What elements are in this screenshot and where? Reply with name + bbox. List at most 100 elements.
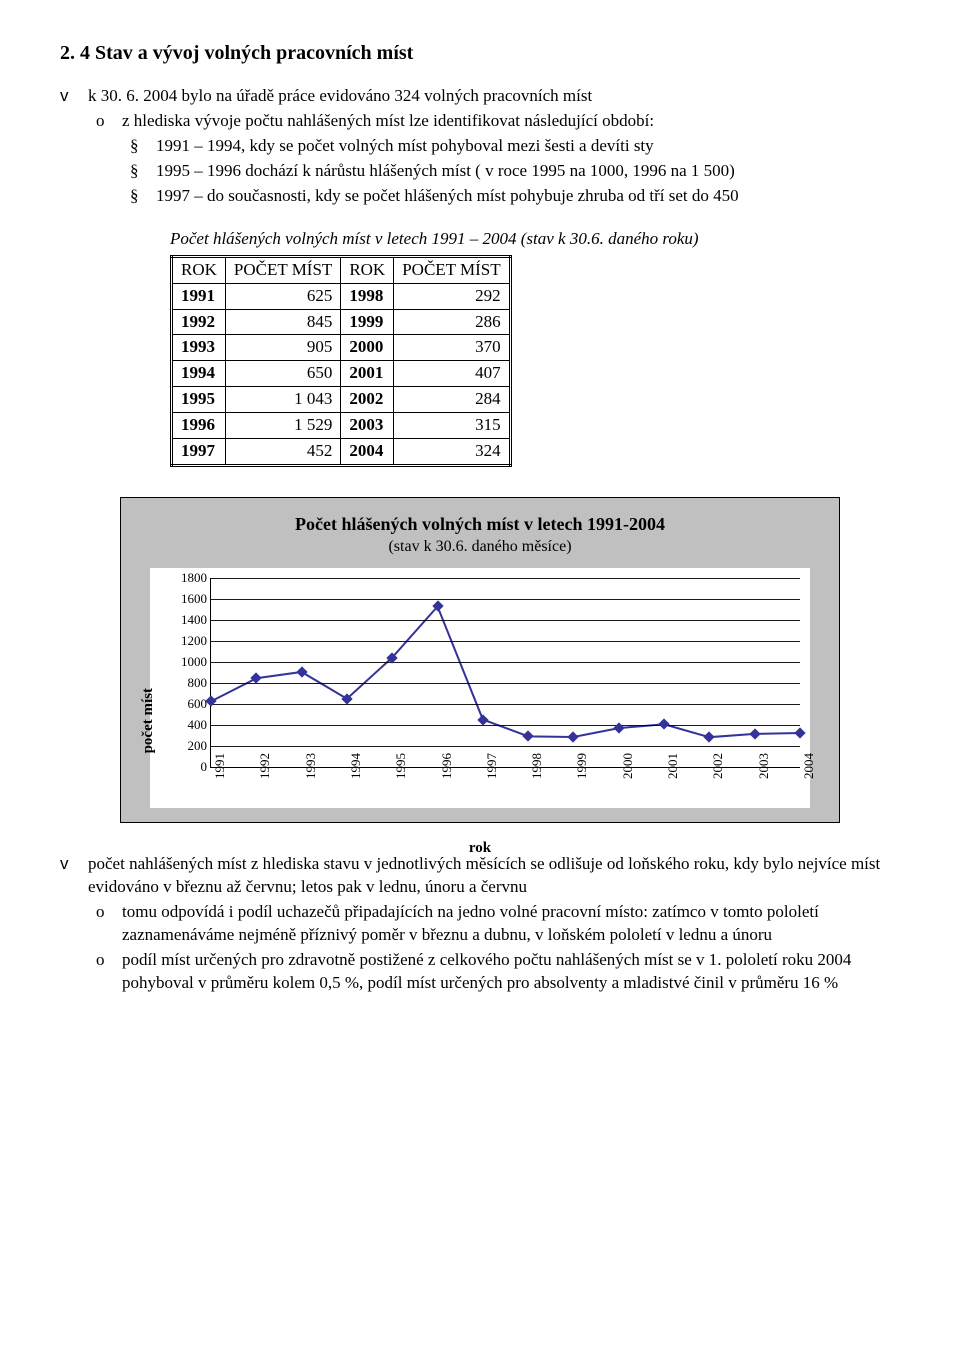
col-pocet: POČET MÍST <box>225 256 340 283</box>
y-tick-label: 1400 <box>165 611 207 629</box>
x-tick-label: 1992 <box>256 753 274 779</box>
bullet-marker-v: v <box>60 853 88 899</box>
x-tick-label: 2001 <box>664 753 682 779</box>
cell-year: 2003 <box>341 413 394 439</box>
bullet-marker-o: o <box>96 901 122 947</box>
bullet-v: v k 30. 6. 2004 bylo na úřadě práce evid… <box>60 85 900 108</box>
bullet-o: o podíl míst určených pro zdravotně post… <box>96 949 900 995</box>
col-rok: ROK <box>172 256 226 283</box>
y-tick-label: 200 <box>165 737 207 755</box>
table-row: 19939052000370 <box>172 335 511 361</box>
bullet-s: § 1997 – do současnosti, kdy se počet hl… <box>130 185 900 208</box>
y-tick-label: 0 <box>165 758 207 776</box>
cell-value: 845 <box>225 309 340 335</box>
bullet-v: v počet nahlášených míst z hlediska stav… <box>60 853 900 899</box>
cell-value: 452 <box>225 439 340 466</box>
table-row: 19928451999286 <box>172 309 511 335</box>
chart-title: Počet hlášených volných míst v letech 19… <box>141 512 819 536</box>
cell-year: 1999 <box>341 309 394 335</box>
gridline <box>211 620 800 621</box>
cell-value: 292 <box>394 283 510 309</box>
cell-year: 1992 <box>172 309 226 335</box>
gridline <box>211 683 800 684</box>
bullet-text: tomu odpovídá i podíl uchazečů připadají… <box>122 901 900 947</box>
bullet-text: z hlediska vývoje počtu nahlášených míst… <box>122 110 900 133</box>
x-tick-label: 2003 <box>755 753 773 779</box>
cell-value: 650 <box>225 361 340 387</box>
cell-value: 407 <box>394 361 510 387</box>
y-tick-label: 1200 <box>165 632 207 650</box>
cell-value: 370 <box>394 335 510 361</box>
bullet-text: podíl míst určených pro zdravotně postiž… <box>122 949 900 995</box>
cell-value: 1 529 <box>225 413 340 439</box>
cell-year: 1995 <box>172 387 226 413</box>
cell-value: 315 <box>394 413 510 439</box>
cell-value: 286 <box>394 309 510 335</box>
x-tick-label: 1998 <box>528 753 546 779</box>
cell-year: 1996 <box>172 413 226 439</box>
table-row: 19916251998292 <box>172 283 511 309</box>
y-tick-label: 1600 <box>165 590 207 608</box>
cell-year: 1998 <box>341 283 394 309</box>
gridline <box>211 746 800 747</box>
chart-container: Počet hlášených volných míst v letech 19… <box>120 497 840 823</box>
x-tick-label: 1996 <box>438 753 456 779</box>
table-row: 19951 0432002284 <box>172 387 511 413</box>
table-row: 19961 5292003315 <box>172 413 511 439</box>
bullet-s: § 1991 – 1994, kdy se počet volných míst… <box>130 135 900 158</box>
bullet-o: o z hlediska vývoje počtu nahlášených mí… <box>96 110 900 133</box>
data-table: ROK POČET MÍST ROK POČET MÍST 1991625199… <box>170 255 512 468</box>
bullet-text: 1997 – do současnosti, kdy se počet hláš… <box>156 185 900 208</box>
y-tick-label: 800 <box>165 674 207 692</box>
table-header-row: ROK POČET MÍST ROK POČET MÍST <box>172 256 511 283</box>
bullet-marker-o: o <box>96 949 122 995</box>
table-row: 19946502001407 <box>172 361 511 387</box>
bullet-marker-s: § <box>130 160 156 183</box>
x-tick-label: 2002 <box>709 753 727 779</box>
x-tick-label: 1997 <box>483 753 501 779</box>
cell-year: 2000 <box>341 335 394 361</box>
cell-year: 2004 <box>341 439 394 466</box>
cell-year: 2001 <box>341 361 394 387</box>
chart-canvas: počet míst 02004006008001000120014001600… <box>150 568 810 808</box>
cell-value: 625 <box>225 283 340 309</box>
section-heading: 2. 4 Stav a vývoj volných pracovních mís… <box>60 40 900 67</box>
x-tick-label: 1993 <box>302 753 320 779</box>
gridline <box>211 662 800 663</box>
cell-year: 2002 <box>341 387 394 413</box>
cell-year: 1991 <box>172 283 226 309</box>
bullet-marker-s: § <box>130 185 156 208</box>
cell-year: 1997 <box>172 439 226 466</box>
cell-value: 284 <box>394 387 510 413</box>
x-tick-label: 1991 <box>211 753 229 779</box>
x-tick-label: 2000 <box>619 753 637 779</box>
bullet-text: k 30. 6. 2004 bylo na úřadě práce evidov… <box>88 85 900 108</box>
gridline <box>211 578 800 579</box>
bullet-marker-o: o <box>96 110 122 133</box>
cell-value: 905 <box>225 335 340 361</box>
y-tick-label: 1800 <box>165 569 207 587</box>
cell-value: 324 <box>394 439 510 466</box>
gridline <box>211 599 800 600</box>
cell-year: 1994 <box>172 361 226 387</box>
cell-value: 1 043 <box>225 387 340 413</box>
table-row: 19974522004324 <box>172 439 511 466</box>
plot-area: 0200400600800100012001400160018001991199… <box>210 578 800 768</box>
y-tick-label: 400 <box>165 716 207 734</box>
y-tick-label: 600 <box>165 695 207 713</box>
col-pocet: POČET MÍST <box>394 256 510 283</box>
x-tick-label: 1995 <box>392 753 410 779</box>
cell-year: 1993 <box>172 335 226 361</box>
x-tick-label: 1994 <box>347 753 365 779</box>
gridline <box>211 725 800 726</box>
gridline <box>211 641 800 642</box>
bullet-marker-s: § <box>130 135 156 158</box>
x-axis-label: rok <box>469 838 491 858</box>
bullet-s: § 1995 – 1996 dochází k nárůstu hlášenýc… <box>130 160 900 183</box>
y-axis-label: počet míst <box>138 688 158 753</box>
x-tick-label: 1999 <box>573 753 591 779</box>
col-rok: ROK <box>341 256 394 283</box>
bullet-text: 1991 – 1994, kdy se počet volných míst p… <box>156 135 900 158</box>
gridline <box>211 704 800 705</box>
bullet-text: 1995 – 1996 dochází k nárůstu hlášených … <box>156 160 900 183</box>
